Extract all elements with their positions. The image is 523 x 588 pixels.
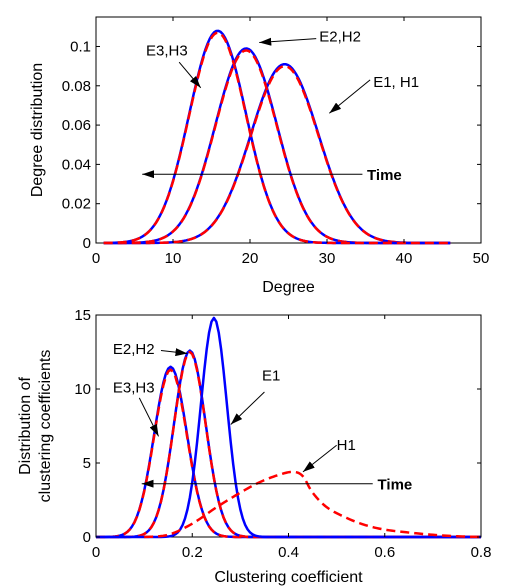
annotation-arrow <box>178 61 202 89</box>
y-tick-label: 15 <box>74 307 91 324</box>
annotation-label: E2,H2 <box>319 29 361 46</box>
annotation-arrow <box>138 397 160 437</box>
y-tick-label: 10 <box>74 381 91 398</box>
annotation-label: E2,H2 <box>113 341 155 358</box>
annotation-label: E3,H3 <box>113 380 155 397</box>
x-tick-label: 20 <box>242 250 259 267</box>
annotation-arrow <box>160 348 188 357</box>
annotations: E3,H3 E2,H2 E1, H1 Time <box>142 29 419 184</box>
annotation-arrow <box>230 391 265 425</box>
y-tick-label: 0.04 <box>62 156 91 173</box>
ticks: 0 10 20 30 40 50 0 0.02 0.04 0.06 0.08 0.1 <box>62 17 490 267</box>
plot-frame <box>95 16 482 244</box>
x-tick-label: 0.6 <box>374 544 395 561</box>
y-tick-label: 0.02 <box>62 196 91 213</box>
x-tick-label: 0.8 <box>471 544 492 561</box>
y-axis-label-line-2: clustering coefficients <box>37 350 54 503</box>
y-tick-label: 0.1 <box>70 38 91 55</box>
clustering-distribution-chart: E2,H2 E3,H3 E1 H1 Time 0 0.2 0.4 0.6 0.8 0 5 10 15 C… <box>17 307 491 586</box>
x-tick-label: 0 <box>92 250 100 267</box>
x-tick-label: 50 <box>473 250 490 267</box>
y-tick-label: 0 <box>83 529 91 546</box>
series-line <box>103 49 451 245</box>
annotation-arrow <box>302 444 337 473</box>
x-tick-label: 0.4 <box>278 544 299 561</box>
y-tick-label: 5 <box>83 455 91 472</box>
degree-distribution-chart: E3,H3 E2,H2 E1, H1 Time 0 10 20 30 40 50 0 0.02 0.0… <box>29 16 490 296</box>
x-tick-label: 0.2 <box>182 544 203 561</box>
annotation-arrow <box>328 79 371 114</box>
x-tick-label: 40 <box>396 250 413 267</box>
y-axis-label-line-1: Distribution of <box>17 377 34 475</box>
x-axis-label: Degree <box>262 279 315 296</box>
annotation-label: E1, H1 <box>373 74 419 91</box>
ticks: 0 0.2 0.4 0.6 0.8 0 5 10 15 <box>74 307 491 561</box>
x-tick-label: 30 <box>319 250 336 267</box>
annotation-label: Time <box>367 167 402 184</box>
y-tick-label: 0.08 <box>62 78 91 95</box>
y-axis-label: Degree distribution <box>29 63 46 197</box>
annotation-label: E1 <box>262 368 280 385</box>
y-tick-label: 0 <box>83 235 91 252</box>
annotations: E2,H2 E3,H3 E1 H1 Time <box>113 341 412 493</box>
annotation-arrow <box>259 37 317 46</box>
annotation-label: Time <box>378 476 413 493</box>
x-tick-label: 0 <box>92 544 100 561</box>
curves <box>103 29 451 245</box>
y-tick-label: 0.06 <box>62 117 91 134</box>
annotation-label: E3,H3 <box>146 42 188 59</box>
annotation-label: H1 <box>337 437 356 454</box>
x-tick-label: 10 <box>165 250 182 267</box>
x-axis-label: Clustering coefficient <box>214 569 363 586</box>
series-line <box>103 31 451 245</box>
